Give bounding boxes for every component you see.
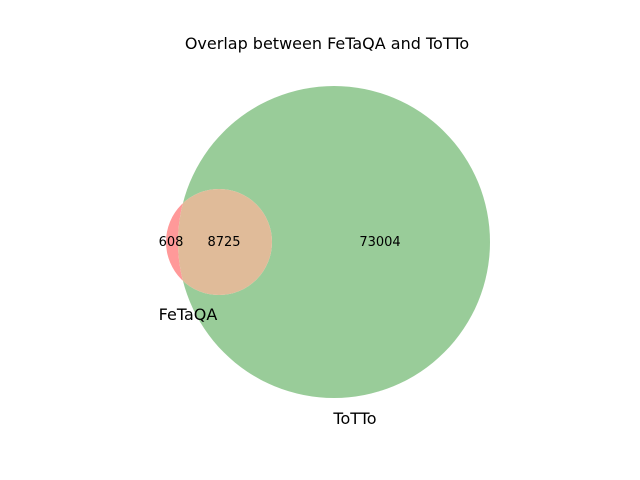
fetaqa-only-count: 608 (159, 235, 184, 250)
intersection-count: 8725 (207, 235, 240, 250)
diagram-title: Overlap between FeTaQA and ToTTo (185, 34, 469, 53)
intersection-region (178, 189, 272, 295)
fetaqa-set-label: FeTaQA (159, 305, 218, 324)
totto-only-region (178, 86, 490, 398)
totto-only-count: 73004 (359, 235, 400, 250)
totto-set-label: ToTTo (332, 409, 376, 428)
